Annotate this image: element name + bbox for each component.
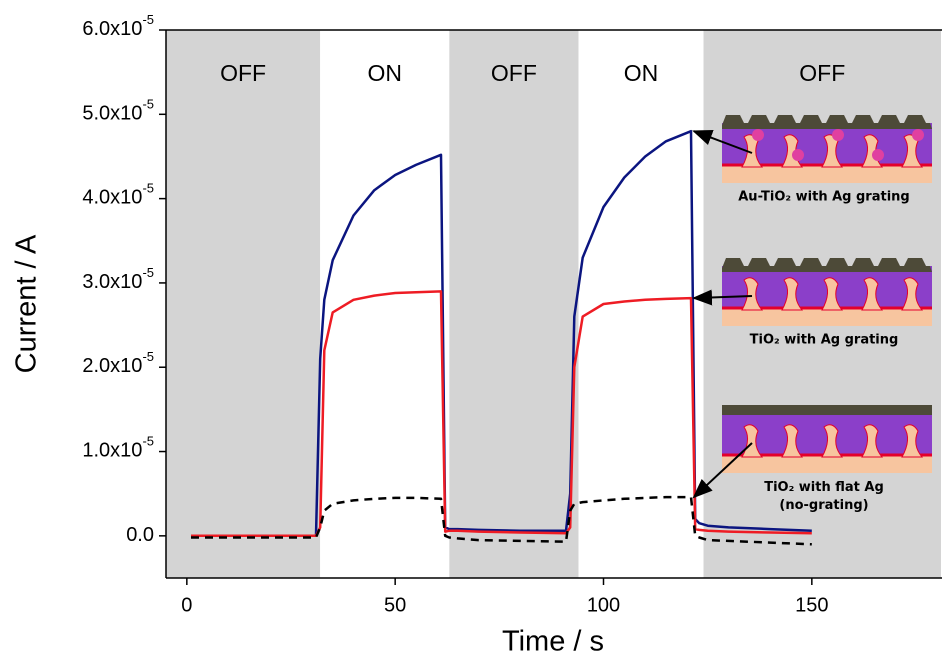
inset-particle bbox=[832, 129, 844, 141]
inset-diagram bbox=[722, 258, 932, 326]
series-label: Au-TiO₂ with Ag grating bbox=[738, 190, 909, 205]
phase-label: OFF bbox=[220, 60, 266, 86]
y-tick-label: 0.0 bbox=[126, 524, 154, 546]
series-line bbox=[191, 290, 812, 538]
inset-base bbox=[722, 455, 932, 473]
inset-base bbox=[722, 308, 932, 326]
y-tick-label: 5.0x10-5 bbox=[82, 97, 154, 125]
inset-branch bbox=[741, 277, 764, 311]
inset-top bbox=[722, 405, 932, 415]
phase-label: ON bbox=[368, 60, 403, 86]
y-tick-label: 3.0x10-5 bbox=[82, 265, 154, 293]
series-line bbox=[191, 495, 812, 546]
inset-particle bbox=[912, 129, 924, 141]
y-tick-label: 6.0x10-5 bbox=[82, 12, 154, 40]
phase-band bbox=[578, 30, 704, 578]
x-tick-label: 0 bbox=[181, 594, 192, 616]
inset-branch bbox=[781, 424, 804, 458]
phase-label: OFF bbox=[491, 60, 537, 86]
inset-particle bbox=[792, 149, 804, 161]
inset-branch bbox=[821, 424, 844, 458]
phase-band bbox=[166, 30, 321, 578]
inset-branch bbox=[861, 277, 884, 311]
inset-particle bbox=[752, 129, 764, 141]
x-tick-label: 150 bbox=[795, 594, 828, 616]
y-tick-label: 4.0x10-5 bbox=[82, 181, 154, 209]
inset-branch bbox=[901, 277, 924, 311]
inset-diagram bbox=[722, 405, 932, 473]
x-tick-label: 50 bbox=[384, 594, 406, 616]
inset-branch bbox=[821, 277, 844, 311]
annotation-arrow bbox=[692, 130, 753, 154]
series-label: TiO₂ with flat Ag (no-grating) bbox=[764, 480, 884, 513]
y-tick-label: 1.0x10-5 bbox=[82, 434, 154, 462]
inset-diagram bbox=[722, 115, 932, 183]
annotation-arrow bbox=[692, 289, 753, 306]
phase-band bbox=[449, 30, 579, 578]
x-axis-title: Time / s bbox=[502, 626, 604, 658]
annotation-arrow bbox=[692, 442, 753, 499]
inset-particle bbox=[872, 149, 884, 161]
y-axis-title: Current / A bbox=[11, 234, 43, 373]
phase-label: ON bbox=[624, 60, 659, 86]
inset-branch bbox=[781, 277, 804, 311]
inset-grating bbox=[722, 115, 932, 129]
y-tick-label: 2.0x10-5 bbox=[82, 350, 154, 378]
inset-base bbox=[722, 165, 932, 183]
series-label: TiO₂ with Ag grating bbox=[750, 333, 899, 348]
inset-grating bbox=[722, 258, 932, 272]
inset-branch bbox=[901, 424, 924, 458]
inset-branch bbox=[861, 424, 884, 458]
x-tick-label: 100 bbox=[587, 594, 620, 616]
phase-band bbox=[320, 30, 450, 578]
phase-label: OFF bbox=[799, 60, 845, 86]
